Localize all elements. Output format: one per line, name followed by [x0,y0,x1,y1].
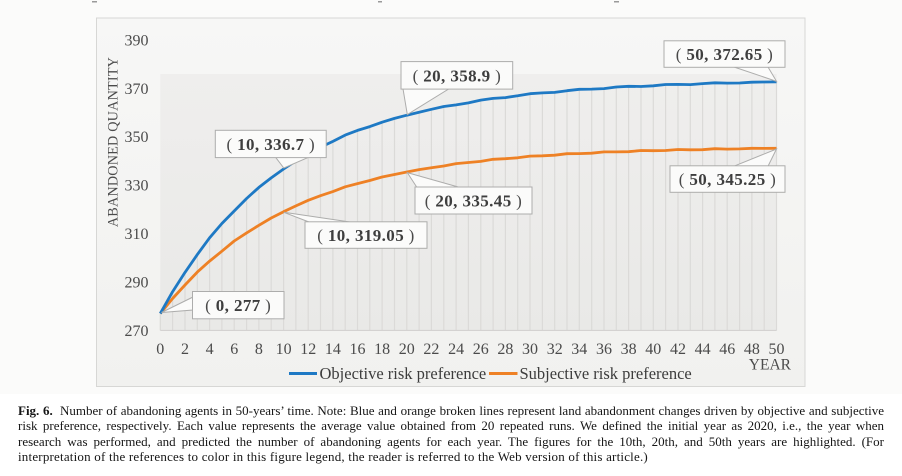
svg-text:48: 48 [744,341,760,358]
svg-text:Subjective risk preference: Subjective risk preference [520,364,692,383]
svg-text:44: 44 [695,341,711,358]
svg-text:24: 24 [448,341,464,358]
svg-text:330: 330 [125,178,149,195]
svg-text:40: 40 [645,341,661,358]
svg-text:(0, 277): (0, 277) [205,296,271,315]
svg-text:ABANDONED QUANTITY: ABANDONED QUANTITY [106,57,122,227]
svg-text:14: 14 [325,341,341,358]
svg-text:(20, 358.9): (20, 358.9) [413,66,501,85]
svg-text:(10, 336.7): (10, 336.7) [227,135,315,154]
svg-text:28: 28 [497,341,513,358]
svg-text:390: 390 [125,32,149,49]
svg-text:22: 22 [423,341,439,358]
svg-text:12: 12 [300,341,316,358]
svg-text:2: 2 [181,341,189,358]
svg-text:18: 18 [374,341,390,358]
svg-text:10: 10 [276,341,292,358]
svg-text:50: 50 [769,341,785,358]
svg-text:310: 310 [125,226,149,243]
svg-text:36: 36 [596,341,612,358]
svg-text:38: 38 [621,341,637,358]
svg-text:32: 32 [547,341,563,358]
svg-text:(10, 319.05): (10, 319.05) [317,226,414,245]
svg-text:270: 270 [125,323,149,340]
svg-text:(50, 372.65): (50, 372.65) [676,45,773,64]
svg-text:42: 42 [670,341,686,358]
svg-text:(20, 335.45): (20, 335.45) [425,192,522,211]
svg-text:20: 20 [399,341,415,358]
svg-text:Objective risk preference: Objective risk preference [320,364,487,383]
svg-text:0: 0 [156,341,164,358]
svg-text:6: 6 [230,341,238,358]
svg-text:YEAR: YEAR [749,357,792,374]
svg-text:26: 26 [473,341,489,358]
svg-text:16: 16 [350,341,366,358]
svg-text:(50, 345.25): (50, 345.25) [679,170,776,189]
svg-text:4: 4 [206,341,214,358]
svg-text:30: 30 [522,341,538,358]
svg-text:8: 8 [255,341,263,358]
svg-text:350: 350 [125,129,149,146]
svg-text:46: 46 [719,341,735,358]
svg-text:370: 370 [125,81,149,98]
svg-text:290: 290 [125,275,149,292]
svg-text:34: 34 [571,341,587,358]
